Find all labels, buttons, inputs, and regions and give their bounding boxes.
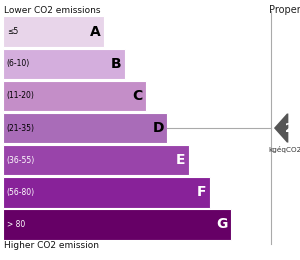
Polygon shape	[274, 114, 288, 142]
Text: kgéqCO2/m².y: kgéqCO2/m².y	[268, 146, 300, 153]
Text: 25: 25	[285, 121, 300, 134]
Bar	[3, 16, 104, 47]
Text: > 80: > 80	[7, 220, 25, 229]
Text: B: B	[111, 57, 122, 71]
Bar	[3, 49, 125, 79]
Text: ≤5: ≤5	[7, 27, 18, 36]
Text: D: D	[152, 121, 164, 135]
Text: C: C	[133, 89, 143, 103]
Text: Higher CO2 emission: Higher CO2 emission	[4, 241, 99, 250]
Text: F: F	[197, 185, 206, 199]
Text: (56-80): (56-80)	[7, 188, 35, 197]
Text: (21-35): (21-35)	[7, 124, 35, 133]
Bar	[3, 209, 231, 240]
Text: Lower CO2 emissions: Lower CO2 emissions	[4, 6, 101, 15]
Text: E: E	[176, 153, 185, 167]
Bar	[3, 81, 146, 111]
Text: G: G	[216, 217, 228, 231]
Bar	[3, 145, 189, 176]
Text: (36-55): (36-55)	[7, 156, 35, 165]
Text: Property: Property	[269, 5, 300, 15]
Bar	[3, 113, 167, 143]
Text: (6-10): (6-10)	[7, 59, 30, 68]
Text: A: A	[90, 25, 100, 39]
Bar	[3, 177, 210, 207]
Text: (11-20): (11-20)	[7, 92, 34, 100]
